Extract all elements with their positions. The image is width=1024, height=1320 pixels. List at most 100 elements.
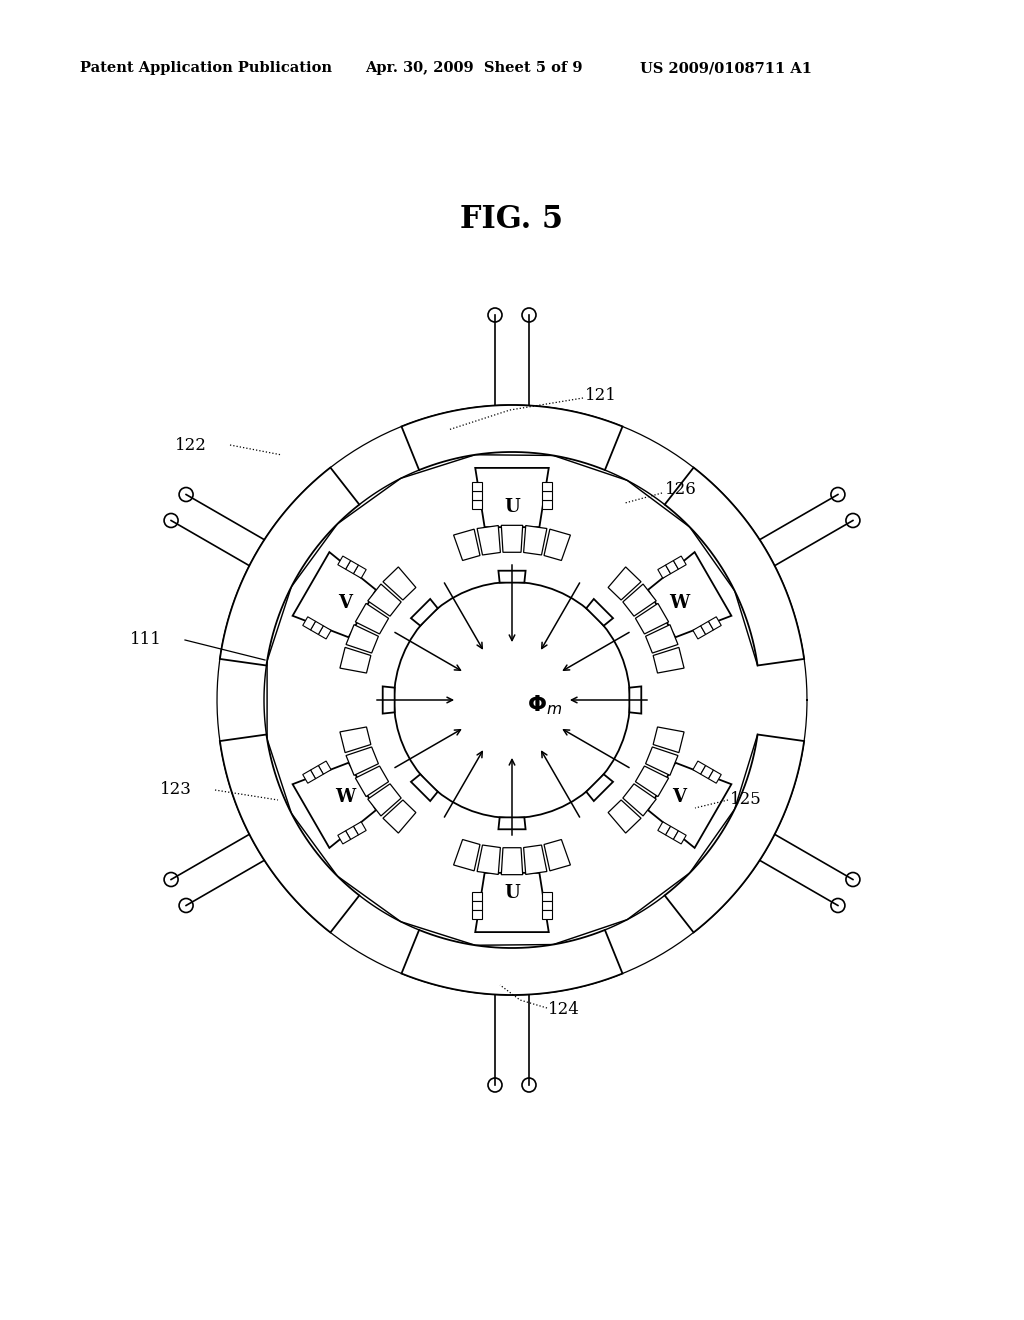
Text: W: W (335, 788, 355, 805)
Polygon shape (310, 766, 324, 779)
Polygon shape (472, 491, 482, 499)
Polygon shape (338, 556, 350, 569)
Polygon shape (542, 891, 552, 900)
Polygon shape (318, 762, 331, 775)
Polygon shape (472, 909, 482, 919)
Polygon shape (544, 529, 570, 561)
Polygon shape (502, 847, 522, 875)
Polygon shape (472, 900, 482, 909)
Polygon shape (645, 624, 678, 653)
Polygon shape (693, 762, 706, 775)
Polygon shape (674, 556, 686, 569)
Polygon shape (340, 727, 371, 752)
Polygon shape (499, 817, 525, 829)
Polygon shape (411, 775, 437, 801)
Polygon shape (220, 734, 359, 932)
Polygon shape (454, 529, 480, 561)
Polygon shape (636, 766, 669, 796)
Polygon shape (472, 891, 482, 900)
Polygon shape (653, 727, 684, 752)
Polygon shape (665, 467, 804, 665)
Polygon shape (630, 686, 641, 714)
Text: 111: 111 (130, 631, 162, 648)
Polygon shape (338, 830, 350, 843)
Polygon shape (340, 647, 371, 673)
Polygon shape (657, 565, 671, 578)
Text: U: U (504, 884, 520, 902)
Text: 121: 121 (585, 387, 616, 404)
Polygon shape (353, 565, 367, 578)
Polygon shape (346, 826, 358, 840)
Polygon shape (220, 467, 359, 665)
Polygon shape (346, 561, 358, 574)
Polygon shape (346, 747, 379, 775)
Polygon shape (608, 800, 641, 833)
Polygon shape (623, 784, 656, 816)
Polygon shape (523, 845, 547, 874)
Polygon shape (587, 775, 613, 801)
Polygon shape (383, 566, 416, 601)
Polygon shape (499, 570, 525, 582)
Polygon shape (353, 822, 367, 836)
Polygon shape (472, 482, 482, 491)
Polygon shape (666, 561, 678, 574)
Polygon shape (368, 784, 401, 816)
Polygon shape (477, 525, 501, 554)
Polygon shape (608, 566, 641, 601)
Polygon shape (368, 583, 401, 616)
Polygon shape (544, 840, 570, 871)
Polygon shape (477, 845, 501, 874)
Polygon shape (454, 840, 480, 871)
Text: 122: 122 (175, 437, 207, 454)
Polygon shape (355, 766, 388, 796)
Text: U: U (504, 498, 520, 516)
Polygon shape (542, 909, 552, 919)
Circle shape (394, 582, 630, 818)
Polygon shape (293, 552, 376, 638)
Polygon shape (383, 686, 394, 714)
Polygon shape (475, 467, 549, 527)
Text: V: V (338, 594, 352, 612)
Polygon shape (318, 626, 331, 639)
Polygon shape (542, 499, 552, 508)
Polygon shape (401, 405, 623, 470)
Polygon shape (303, 770, 315, 783)
Polygon shape (587, 599, 613, 626)
Polygon shape (645, 747, 678, 775)
Text: 123: 123 (160, 781, 191, 799)
Polygon shape (542, 482, 552, 491)
Polygon shape (303, 616, 315, 630)
Polygon shape (411, 599, 437, 626)
Text: US 2009/0108711 A1: US 2009/0108711 A1 (640, 61, 812, 75)
Polygon shape (355, 603, 388, 634)
Polygon shape (700, 766, 714, 779)
Text: 124: 124 (548, 1002, 580, 1019)
Text: 126: 126 (665, 482, 696, 499)
Text: $\mathbf{\Phi}_m$: $\mathbf{\Phi}_m$ (527, 693, 562, 717)
Text: Apr. 30, 2009  Sheet 5 of 9: Apr. 30, 2009 Sheet 5 of 9 (365, 61, 583, 75)
Text: V: V (672, 788, 686, 805)
Polygon shape (700, 622, 714, 635)
Polygon shape (523, 525, 547, 554)
Polygon shape (472, 499, 482, 508)
Polygon shape (293, 763, 376, 847)
Text: W: W (669, 594, 689, 612)
Polygon shape (542, 491, 552, 499)
Polygon shape (693, 626, 706, 639)
Polygon shape (542, 900, 552, 909)
Text: FIG. 5: FIG. 5 (461, 205, 563, 235)
Polygon shape (657, 822, 671, 836)
Polygon shape (475, 873, 549, 932)
Polygon shape (709, 616, 721, 630)
Polygon shape (502, 525, 522, 552)
Polygon shape (709, 770, 721, 783)
Text: 125: 125 (730, 792, 762, 808)
Polygon shape (383, 800, 416, 833)
Polygon shape (310, 622, 324, 635)
Polygon shape (648, 552, 731, 638)
Polygon shape (666, 826, 678, 840)
Polygon shape (665, 734, 804, 932)
Polygon shape (674, 830, 686, 843)
Polygon shape (636, 603, 669, 634)
Polygon shape (653, 647, 684, 673)
